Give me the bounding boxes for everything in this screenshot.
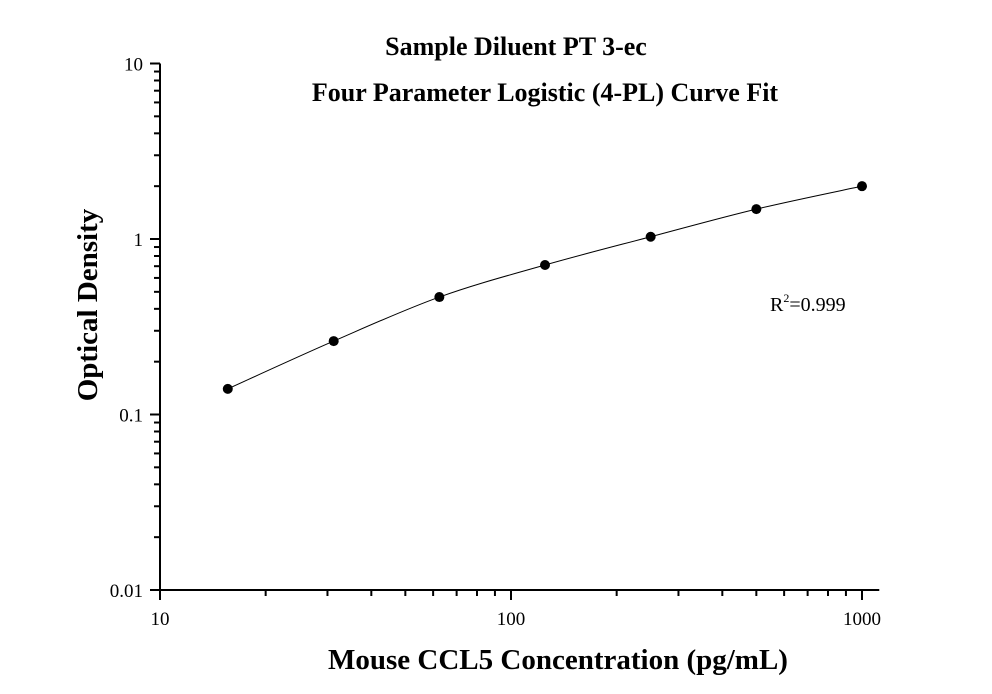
fit-curve (227, 185, 863, 390)
r-squared-annotation: R2=0.999 (770, 291, 846, 316)
data-point (751, 204, 762, 215)
x-axis-label: Mouse CCL5 Concentration (pg/mL) (328, 644, 788, 676)
data-point (645, 231, 656, 242)
chart-subtitle: Four Parameter Logistic (4-PL) Curve Fit (312, 78, 779, 107)
r-sup: 2 (783, 291, 789, 305)
data-point (222, 383, 233, 394)
data-point (328, 336, 339, 347)
x-tick-label: 10 (151, 609, 170, 630)
r-value: =0.999 (789, 294, 845, 316)
r-label: R (770, 294, 784, 316)
y-tick-label: 10 (124, 55, 143, 76)
chart-title: Sample Diluent PT 3-ec (385, 32, 647, 61)
y-tick-label: 0.1 (119, 406, 143, 427)
data-point (857, 181, 867, 192)
x-tick-label: 1000 (843, 609, 881, 630)
y-tick-label: 0.01 (110, 581, 143, 602)
data-point (434, 292, 445, 303)
y-axis-label: Optical Density (72, 208, 104, 401)
x-tick-label: 100 (497, 609, 526, 630)
y-tick-label: 1 (134, 230, 144, 251)
data-point (540, 259, 551, 270)
